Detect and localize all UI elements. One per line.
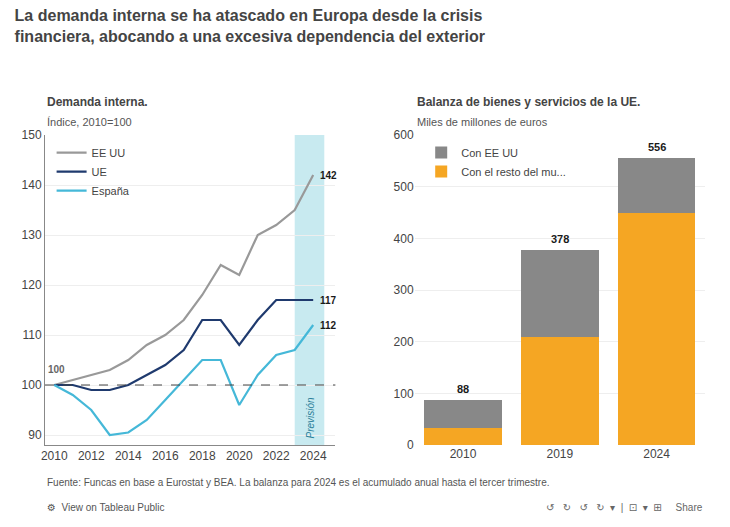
svg-text:Balanza de bienes y servicios: Balanza de bienes y servicios de la UE.	[417, 95, 640, 109]
svg-text:117: 117	[320, 295, 337, 306]
svg-text:150: 150	[22, 128, 42, 142]
svg-text:2022: 2022	[263, 449, 290, 463]
svg-text:Demanda interna.: Demanda interna.	[47, 95, 148, 109]
svg-text:600: 600	[394, 128, 414, 142]
svg-text:2024: 2024	[643, 447, 670, 461]
svg-text:2016: 2016	[152, 449, 179, 463]
svg-text:2020: 2020	[226, 449, 253, 463]
svg-text:556: 556	[648, 141, 666, 153]
svg-text:2024: 2024	[300, 449, 327, 463]
svg-text:100: 100	[394, 387, 414, 401]
svg-text:400: 400	[394, 232, 414, 246]
svg-text:100: 100	[22, 378, 42, 392]
svg-text:La demanda interna se ha atasc: La demanda interna se ha atascado en Eur…	[15, 7, 485, 45]
svg-text:Con EE UU: Con EE UU	[461, 147, 518, 159]
svg-text:España: España	[92, 185, 130, 197]
svg-text:UE: UE	[92, 166, 107, 178]
svg-text:Previsión: Previsión	[305, 397, 316, 439]
svg-text:500: 500	[394, 180, 414, 194]
svg-text:140: 140	[22, 178, 42, 192]
svg-text:⚙ View on Tableau Public: ⚙ View on Tableau Public	[47, 502, 165, 513]
svg-text:130: 130	[22, 228, 42, 242]
svg-text:88: 88	[457, 383, 469, 395]
svg-text:EE UU: EE UU	[92, 147, 126, 159]
svg-text:112: 112	[320, 320, 337, 331]
svg-text:120: 120	[22, 278, 42, 292]
svg-text:378: 378	[551, 233, 569, 245]
svg-text:2010: 2010	[41, 449, 68, 463]
svg-text:Fuente: Funcas en base a Euros: Fuente: Funcas en base a Eurostat y BEA.…	[47, 477, 550, 488]
svg-text:2010: 2010	[450, 447, 477, 461]
svg-text:0: 0	[407, 438, 414, 452]
svg-text:Con el resto del mu...: Con el resto del mu...	[461, 166, 566, 178]
svg-text:2018: 2018	[189, 449, 216, 463]
svg-text:90: 90	[28, 428, 42, 442]
svg-text:100: 100	[48, 364, 65, 375]
svg-text:142: 142	[320, 170, 337, 181]
svg-text:2019: 2019	[546, 447, 573, 461]
svg-text:Miles de millones de euros: Miles de millones de euros	[417, 116, 548, 128]
svg-text:Índice, 2010=100: Índice, 2010=100	[47, 116, 132, 128]
svg-text:2014: 2014	[115, 449, 142, 463]
svg-text:↺ ↻ ↺ ↻ ▾ | ⊡ ▾ ⊞: ↺ ↻ ↺ ↻ ▾ | ⊡ ▾ ⊞ Share	[546, 502, 703, 513]
svg-text:300: 300	[394, 283, 414, 297]
svg-text:2012: 2012	[78, 449, 105, 463]
svg-text:110: 110	[22, 328, 41, 342]
svg-text:200: 200	[394, 335, 414, 349]
